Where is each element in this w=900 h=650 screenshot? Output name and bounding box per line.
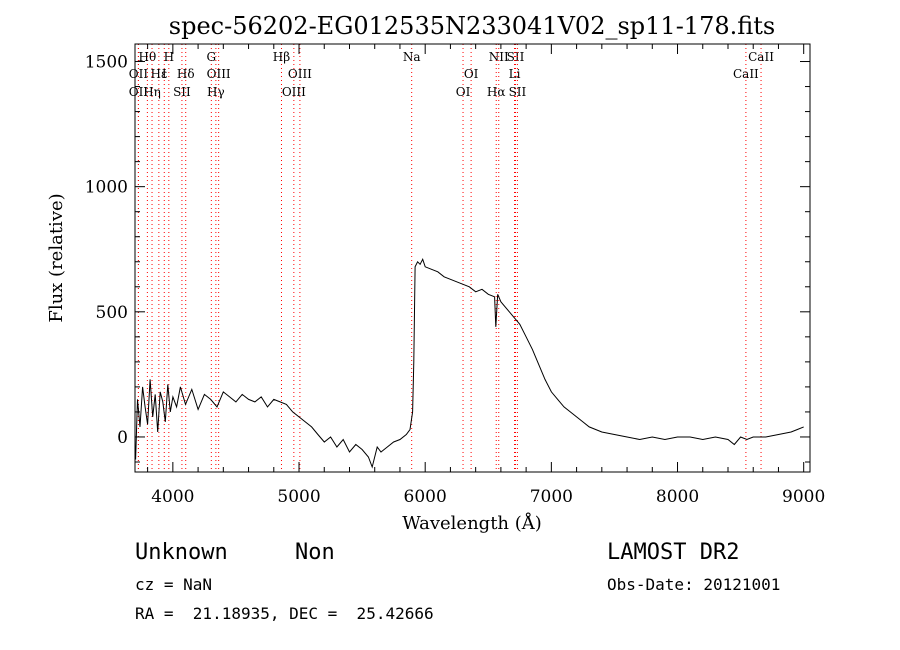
line-label: OIII xyxy=(207,67,231,81)
line-label: OIII xyxy=(288,67,312,81)
survey-name: LAMOST DR2 xyxy=(607,540,740,565)
y-tick-label: 1000 xyxy=(85,178,128,198)
spectrum-chart: spec-56202-EG012535N233041V02_sp11-178.f… xyxy=(46,12,825,534)
line-label: OII xyxy=(129,67,149,81)
x-tick-label: 7000 xyxy=(530,487,573,507)
y-tick-label: 0 xyxy=(117,428,128,448)
spectrum-series xyxy=(135,258,804,469)
x-tick-label: 5000 xyxy=(277,487,320,507)
line-label: OI xyxy=(464,67,479,81)
x-tick-label: 6000 xyxy=(404,487,447,507)
line-label: Na xyxy=(403,50,421,64)
line-label: Li xyxy=(509,67,521,81)
line-label: G xyxy=(207,50,217,64)
x-tick-label: 9000 xyxy=(782,487,825,507)
line-label: OIII xyxy=(282,85,306,99)
observation-date: Obs-Date: 20121001 xyxy=(607,575,781,594)
y-tick-label: 1500 xyxy=(85,53,128,73)
line-label: NII xyxy=(489,50,509,64)
chart-title: spec-56202-EG012535N233041V02_sp11-178.f… xyxy=(169,12,775,40)
line-label: Hβ xyxy=(273,50,290,64)
line-label: OII xyxy=(129,85,149,99)
y-tick-label: 500 xyxy=(96,303,128,323)
line-label: Hδ xyxy=(177,67,195,81)
line-label: SII xyxy=(507,50,525,64)
line-label: OI xyxy=(456,85,471,99)
redshift-cz: cz = NaN xyxy=(135,575,213,594)
spectral-class: Unknown xyxy=(135,540,228,565)
spectrum-line xyxy=(135,258,804,469)
axes: 4000 5000 6000 7000 8000 9000 0 500 1000 1500 xyxy=(85,43,825,507)
line-label: I xyxy=(162,67,167,81)
line-label: Hε xyxy=(151,67,168,81)
line-label: SII xyxy=(173,85,191,99)
y-axis-label: Flux (relative) xyxy=(46,193,67,322)
line-label: SII xyxy=(509,85,527,99)
x-tick-label: 4000 xyxy=(151,487,194,507)
x-tick-label: 8000 xyxy=(656,487,699,507)
line-label: Hα xyxy=(487,85,506,99)
line-label: Hγ xyxy=(207,85,225,99)
line-label: H xyxy=(164,50,174,64)
line-label: CaII xyxy=(733,67,759,81)
x-axis-label: Wavelength (Å) xyxy=(402,512,542,534)
coordinates: RA = 21.18935, DEC = 25.42666 xyxy=(135,604,434,623)
line-label: Hη xyxy=(143,85,161,99)
spectral-subclass: Non xyxy=(295,540,335,565)
plot-frame xyxy=(134,43,811,473)
line-label: CaII xyxy=(748,50,774,64)
